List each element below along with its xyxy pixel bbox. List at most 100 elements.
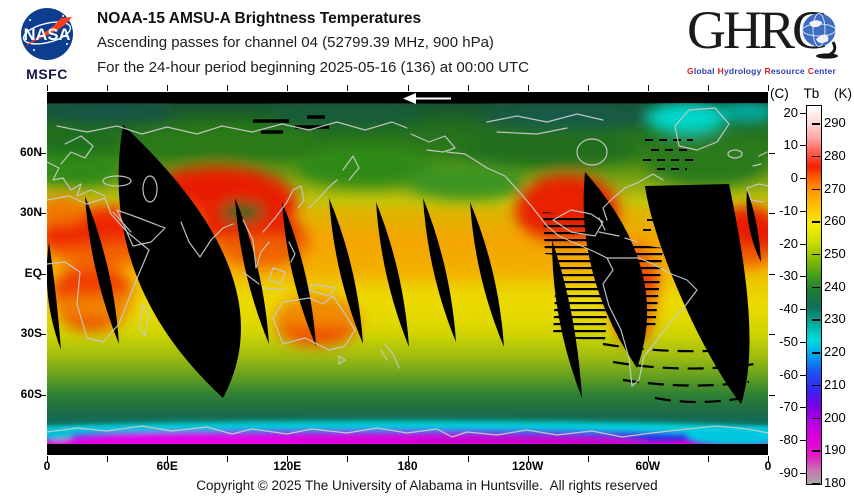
map-top-tick [647, 85, 649, 91]
map-top-tick [47, 85, 48, 91]
map-bottom-tick [287, 456, 289, 462]
colorbar-kelvin-tick [812, 384, 820, 387]
map-top-tick [707, 85, 709, 91]
map-bottom-tick [647, 456, 649, 462]
map-left-tick [40, 213, 46, 214]
colorbar-celsius-label: -20 [779, 235, 798, 251]
colorbar-unit-kelvin: (K) [833, 86, 852, 101]
map-left-tick [40, 394, 46, 396]
colorbar-kelvin-label: 230 [824, 311, 846, 327]
colorbar-kelvin-tick [812, 253, 820, 256]
colorbar-celsius-label: -10 [779, 202, 798, 218]
colorbar-celsius-tick [800, 112, 806, 114]
map-top-tick [527, 85, 529, 91]
map-bottom-tick [707, 456, 709, 462]
colorbar-kelvin-label: 210 [824, 376, 846, 392]
colorbar-kelvin-label: 290 [824, 115, 846, 130]
map-bottom-tick [587, 456, 589, 462]
colorbar-kelvin-tick [812, 450, 820, 452]
map-top-tick [287, 85, 289, 91]
map-top-tick [227, 85, 229, 91]
map-top-tick [467, 85, 469, 91]
lat-axis-label: 30S [20, 326, 42, 340]
nasa-logo: NASA MSFC [16, 7, 78, 82]
colorbar-kelvin-label: 240 [824, 278, 846, 294]
map-bottom-tick [347, 456, 349, 462]
map-bottom-tick [768, 456, 769, 462]
swath-hatch-regions [543, 212, 663, 342]
colorbar-celsius-tick [800, 374, 806, 376]
colorbar-celsius-label: -90 [779, 464, 798, 480]
page-title: NOAA-15 AMSU-A Brightness Temperatures [97, 10, 422, 27]
colorbar [806, 105, 822, 485]
map-bottom-tick [227, 456, 229, 462]
colorbar-kelvin-tick [812, 188, 820, 190]
direction-arrow-icon [403, 93, 451, 104]
title-block: NOAA-15 AMSU-A Brightness Temperatures A… [97, 10, 657, 85]
map-bottom-tick [527, 456, 529, 462]
colorbar-kelvin-label: 260 [824, 213, 846, 229]
colorbar-celsius-label: 20 [783, 104, 798, 120]
colorbar-kelvin-tick [812, 417, 820, 419]
map-polar-void-south [47, 444, 768, 455]
map-bottom-tick [167, 456, 169, 462]
data-gap-patch-north [253, 115, 329, 134]
colorbar-unit-celsius: (C) [770, 86, 789, 101]
map-top-tick [167, 85, 169, 91]
map-top-tick [407, 85, 409, 91]
colorbar-kelvin-label: 250 [824, 245, 846, 261]
colorbar-kelvin-label: 270 [824, 180, 846, 196]
map-bottom-tick [407, 456, 409, 462]
map-left-tick [40, 152, 46, 154]
map-bottom-tick [467, 456, 469, 462]
lat-axis-label: 60S [20, 386, 42, 401]
brightness-temperature-map [47, 92, 768, 455]
lon-axis-label: 120E [273, 459, 302, 473]
lon-axis-label: 120W [512, 459, 544, 473]
colorbar-kelvin-tick [812, 352, 820, 354]
nasa-wordmark: NASA [24, 26, 71, 44]
colorbar-celsius-tick [800, 440, 806, 441]
colorbar-celsius-tick [800, 309, 806, 311]
colorbar-celsius-tick [800, 243, 806, 245]
colorbar-kelvin-tick [812, 221, 820, 223]
map-left-tick [40, 334, 46, 335]
colorbar-kelvin-tick [812, 123, 820, 125]
colorbar-celsius-tick [800, 145, 806, 147]
colorbar-celsius-label: 0 [790, 170, 798, 186]
colorbar-kelvin-tick [812, 483, 820, 485]
nasa-msfc-label: MSFC [26, 66, 68, 82]
map-right-tick [769, 394, 775, 396]
colorbar-celsius-label: 10 [783, 137, 798, 153]
map-bottom-tick [47, 456, 48, 462]
lon-axis-label: 60W [635, 459, 661, 473]
lon-axis-label: 0 [43, 459, 51, 473]
ghrc-tagline-word: Center [807, 66, 836, 76]
subtitle-period: For the 24-hour period beginning 2025-05… [97, 59, 529, 76]
map-top-tick [768, 85, 769, 91]
colorbar-kelvin-label: 190 [824, 442, 846, 458]
colorbar-kelvin-label: 220 [824, 344, 846, 360]
colorbar-celsius-tick [800, 276, 806, 278]
colorbar-celsius-tick [800, 472, 806, 474]
ghrc-wordmark-icon: GHRC [687, 0, 838, 60]
colorbar-kelvin-label: 180 [824, 475, 846, 490]
colorbar-celsius-tick [800, 341, 806, 343]
colorbar-celsius-label: -60 [779, 366, 798, 382]
lon-axis-label: 0 [764, 459, 772, 473]
map-right-tick [769, 334, 775, 335]
lon-axis-label: 180 [397, 459, 418, 473]
colorbar-quantity-label: Tb [803, 86, 820, 101]
map-top-tick [107, 85, 109, 91]
colorbar-celsius-label: -70 [779, 399, 798, 415]
ghrc-tagline-word: Resource [764, 66, 805, 76]
map-right-tick [769, 152, 775, 154]
colorbar-celsius-tick [800, 178, 806, 180]
colorbar-kelvin-tick [812, 286, 820, 289]
ghrc-tagline-word: Global [687, 66, 715, 76]
colorbar-header: (C) Tb (K) [770, 86, 852, 101]
colorbar-celsius-tick [800, 210, 806, 212]
map-top-tick [587, 85, 589, 91]
ghrc-logo: GHRC Global Hydrology Resource Center [687, 0, 849, 76]
